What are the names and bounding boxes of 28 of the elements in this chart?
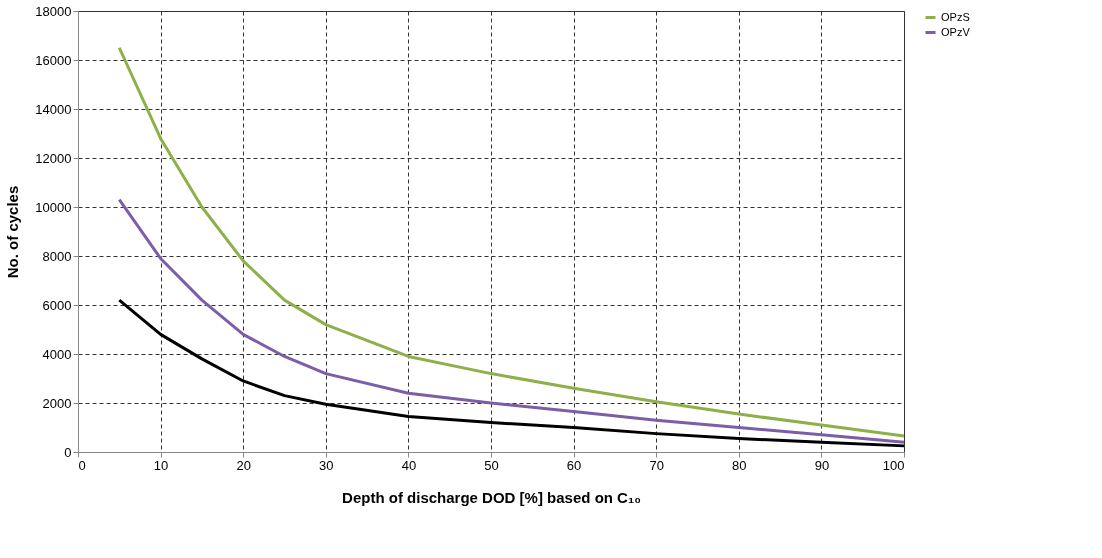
y-tick-label: 8000 [42,248,72,264]
x-tick-label: 60 [566,457,582,473]
y-tick-label: 0 [64,444,72,460]
x-tick-label: 70 [649,457,664,473]
y-tick-label: 18000 [35,3,72,19]
x-tick-label: 20 [236,457,251,473]
y-tick-label: 10000 [35,199,72,215]
x-tick-label: 90 [814,457,830,473]
line-series [117,198,906,444]
y-tick-label: 14000 [35,101,72,117]
y-tick-label: 6000 [42,297,72,313]
x-tick-label: 50 [484,457,499,473]
x-tick-label: 30 [319,457,334,473]
y-tick-label: 16000 [35,52,72,68]
legend-label: OPzS [941,10,970,23]
x-tick-label: 100 [882,457,905,473]
y-tick-label: 12000 [35,150,72,166]
x-axis-title: Depth of discharge DOD [%] based on C₁₀ [342,488,641,506]
x-tick-label: 40 [401,457,417,473]
line-series [117,46,906,438]
y-tick-label: 4000 [42,346,72,362]
x-tick-label: 80 [732,457,747,473]
legend-label: OPzV [941,25,971,38]
y-tick-label: 2000 [42,395,72,411]
x-tick-label: 0 [78,457,86,473]
line-series [117,298,906,448]
x-tick-label: 10 [153,457,169,473]
y-axis-title: No. of cycles [4,185,22,279]
